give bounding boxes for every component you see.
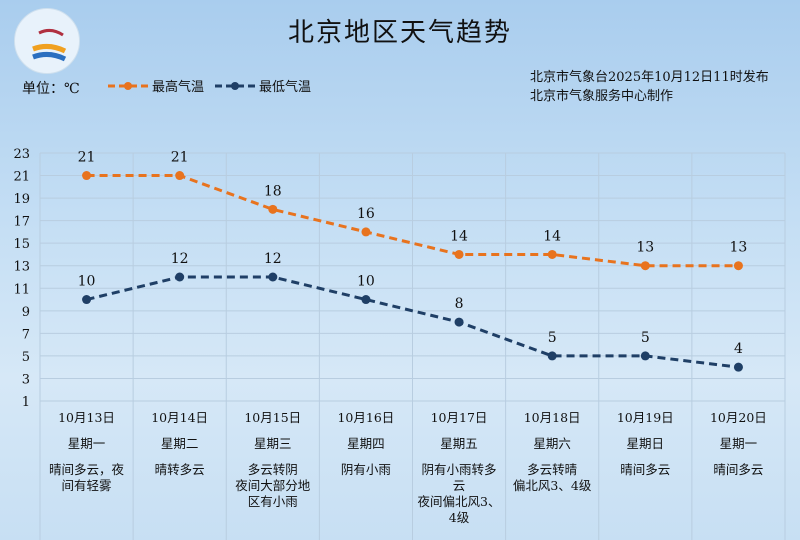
data-label: 5 bbox=[641, 330, 650, 346]
weekday: 星期一 bbox=[67, 436, 106, 451]
forecast-day: 10月17日 星期五阴有小雨转多云 夜间偏北风3、4级 bbox=[413, 410, 506, 526]
data-point bbox=[361, 227, 371, 237]
date: 10月20日 bbox=[709, 410, 767, 425]
forecast-day: 10月15日 星期三多云转阴 夜间大部分地区有小雨 bbox=[226, 410, 319, 510]
data-point bbox=[454, 249, 464, 259]
condition: 晴转多云 bbox=[154, 462, 205, 477]
data-point bbox=[82, 171, 92, 181]
data-label: 21 bbox=[171, 150, 189, 166]
weekday: 星期一 bbox=[719, 436, 758, 451]
series-line-low bbox=[86, 275, 739, 369]
data-point bbox=[454, 317, 464, 327]
data-point bbox=[547, 351, 557, 361]
y-tick-label: 21 bbox=[13, 170, 30, 185]
legend-high-label: 最高气温 bbox=[152, 80, 205, 95]
data-label: 14 bbox=[543, 228, 561, 244]
condition: 阴有小雨 bbox=[340, 462, 391, 477]
data-label: 10 bbox=[78, 274, 96, 290]
forecast-day: 10月13日 星期一晴间多云，夜间有轻雾 bbox=[40, 410, 133, 494]
series-line-high bbox=[86, 174, 739, 268]
data-point bbox=[82, 295, 92, 305]
data-label: 21 bbox=[78, 150, 96, 166]
y-tick-label: 15 bbox=[13, 237, 30, 252]
legend-high-marker bbox=[108, 81, 148, 90]
y-tick-label: 1 bbox=[22, 395, 30, 410]
weekday: 星期五 bbox=[440, 436, 478, 451]
publish-line-2: 北京市气象服务中心制作 bbox=[530, 89, 674, 104]
publish-info: 北京市气象台2025年10月12日11时发布 北京市气象服务中心制作 bbox=[530, 68, 769, 106]
y-tick-label: 9 bbox=[22, 305, 30, 320]
data-label: 16 bbox=[357, 206, 375, 222]
weekday: 星期日 bbox=[626, 436, 664, 451]
weekday: 星期三 bbox=[253, 436, 292, 451]
y-tick-label: 13 bbox=[13, 260, 30, 275]
weekday: 星期六 bbox=[533, 436, 571, 451]
date: 10月17日 bbox=[430, 410, 488, 425]
date: 10月18日 bbox=[523, 410, 581, 425]
date: 10月14日 bbox=[151, 410, 209, 425]
data-point bbox=[640, 351, 650, 361]
data-point bbox=[175, 272, 185, 282]
data-label: 5 bbox=[548, 330, 557, 346]
forecast-day: 10月19日 星期日晴间多云 bbox=[599, 410, 692, 478]
date: 10月15日 bbox=[244, 410, 302, 425]
y-tick-label: 7 bbox=[22, 327, 30, 342]
data-point bbox=[733, 362, 743, 372]
data-label: 13 bbox=[636, 240, 654, 256]
data-point bbox=[268, 272, 278, 282]
condition: 晴间多云 bbox=[620, 462, 671, 477]
legend-low: 最低气温 bbox=[215, 76, 311, 95]
data-label: 12 bbox=[264, 251, 282, 267]
data-point bbox=[361, 295, 371, 305]
y-tick-label: 3 bbox=[22, 372, 30, 387]
forecast-day: 10月16日 星期四阴有小雨 bbox=[319, 410, 412, 478]
date: 10月16日 bbox=[337, 410, 395, 425]
condition: 多云转晴 偏北风3、4级 bbox=[512, 462, 592, 493]
weekday: 星期二 bbox=[160, 436, 199, 451]
y-tick-label: 19 bbox=[13, 192, 30, 207]
data-label: 18 bbox=[264, 183, 282, 199]
y-tick-label: 11 bbox=[13, 282, 30, 297]
data-point bbox=[547, 249, 557, 259]
y-tick-label: 5 bbox=[22, 350, 30, 365]
y-tick-label: 17 bbox=[13, 215, 30, 230]
unit-label: 单位：℃ bbox=[22, 81, 80, 97]
legend-low-label: 最低气温 bbox=[259, 80, 312, 95]
data-label: 8 bbox=[455, 296, 464, 312]
legend-high: 最高气温 bbox=[108, 76, 204, 95]
data-label: 10 bbox=[357, 274, 375, 290]
condition: 阴有小雨转多云 夜间偏北风3、4级 bbox=[417, 462, 501, 525]
date: 10月19日 bbox=[616, 410, 674, 425]
forecast-day: 10月18日 星期六多云转晴 偏北风3、4级 bbox=[506, 410, 599, 494]
data-label: 4 bbox=[734, 341, 743, 357]
data-point bbox=[733, 261, 743, 271]
date: 10月13日 bbox=[58, 410, 115, 425]
data-point bbox=[175, 171, 185, 181]
condition: 多云转阴 夜间大部分地区有小雨 bbox=[235, 462, 311, 509]
data-point bbox=[268, 204, 278, 214]
forecast-day: 10月14日 星期二晴转多云 bbox=[133, 410, 226, 478]
data-label: 14 bbox=[450, 228, 468, 244]
weekday: 星期四 bbox=[347, 436, 385, 451]
y-tick-label: 23 bbox=[13, 147, 30, 162]
page-title: 北京地区天气趋势 bbox=[287, 18, 512, 48]
meteorological-service-logo bbox=[14, 8, 80, 74]
legend-low-marker bbox=[215, 81, 255, 90]
publish-line-1: 北京市气象台2025年10月12日11时发布 bbox=[530, 70, 769, 85]
forecast-day: 10月20日 星期一晴间多云 bbox=[692, 410, 785, 478]
data-point bbox=[640, 261, 650, 271]
condition: 晴间多云 bbox=[713, 462, 764, 477]
data-label: 13 bbox=[730, 240, 748, 256]
condition: 晴间多云，夜间有轻雾 bbox=[48, 462, 124, 493]
data-label: 12 bbox=[171, 251, 189, 267]
